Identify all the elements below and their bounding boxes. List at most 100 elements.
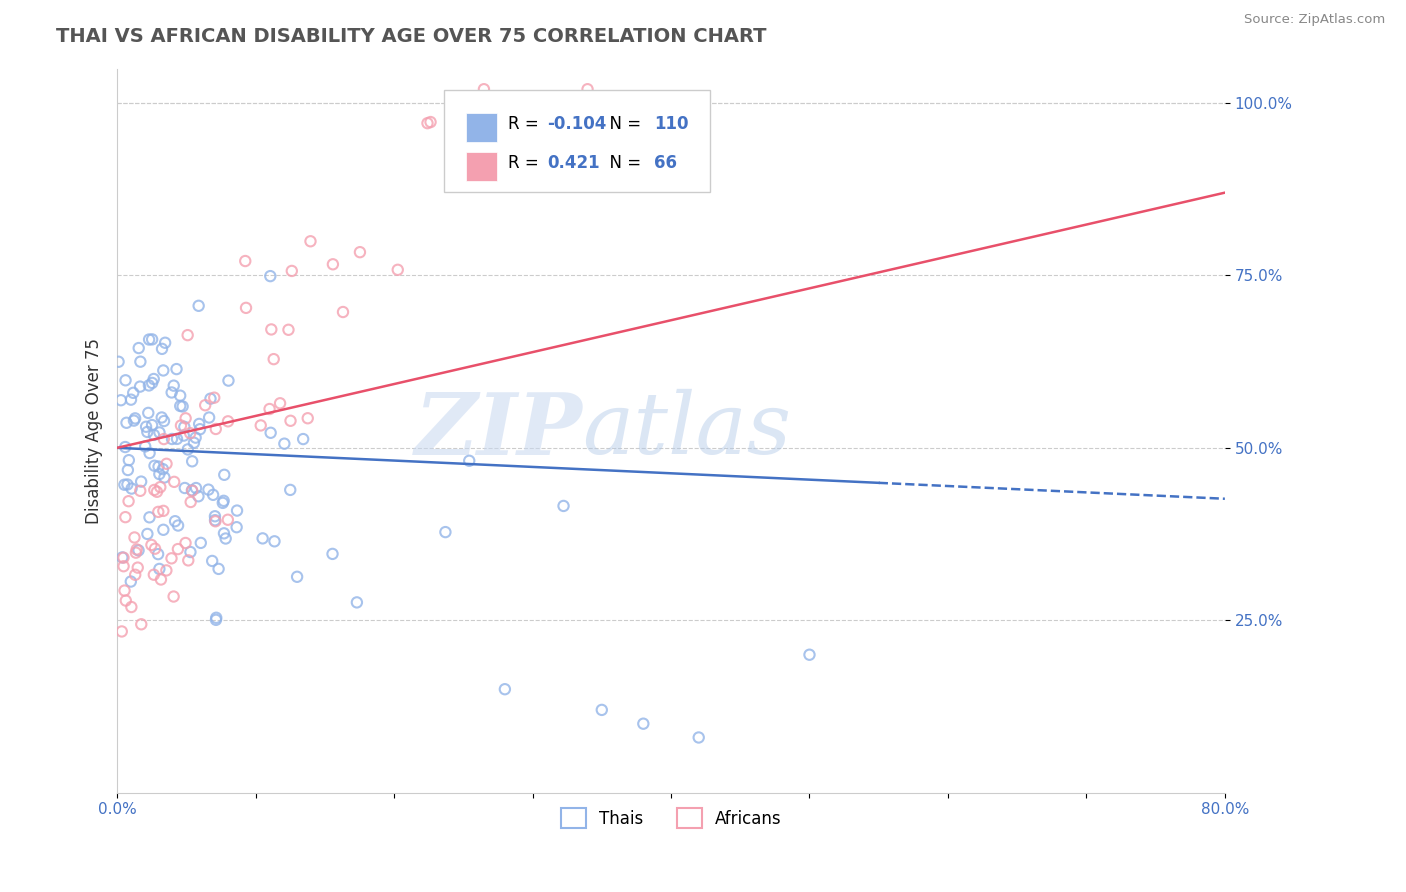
Text: THAI VS AFRICAN DISABILITY AGE OVER 75 CORRELATION CHART: THAI VS AFRICAN DISABILITY AGE OVER 75 C… (56, 27, 766, 45)
Point (117, 494, 139, 508)
Point (148, 505, 170, 519)
Point (553, 499, 575, 513)
Point (278, 483, 301, 497)
Point (152, 363, 174, 377)
Point (167, 542, 190, 557)
Point (174, 411, 197, 425)
Point (122, 414, 145, 428)
Point (129, 379, 152, 393)
Point (149, 573, 172, 587)
Text: N =: N = (599, 114, 647, 133)
Point (173, 428, 195, 442)
Point (138, 510, 160, 524)
Point (322, 257, 344, 271)
Point (188, 422, 211, 436)
Point (166, 432, 188, 446)
Point (142, 567, 165, 582)
Point (187, 299, 209, 313)
Point (146, 547, 169, 561)
Point (204, 514, 226, 528)
Point (129, 354, 152, 368)
Point (260, 425, 283, 440)
Point (179, 545, 201, 559)
Point (281, 264, 304, 278)
Point (163, 378, 186, 392)
Point (160, 432, 183, 446)
Point (136, 406, 159, 420)
Point (297, 411, 319, 425)
Point (174, 536, 197, 550)
Point (172, 400, 194, 414)
Point (169, 389, 191, 403)
Point (233, 254, 256, 268)
Point (799, 648, 821, 662)
Text: atlas: atlas (582, 389, 792, 472)
Point (434, 525, 457, 540)
Point (152, 462, 174, 476)
Point (217, 374, 239, 388)
Point (225, 520, 247, 534)
Legend: Thais, Africans: Thais, Africans (554, 801, 789, 835)
Point (235, 301, 257, 315)
Point (214, 467, 236, 482)
Point (211, 496, 233, 510)
Point (263, 352, 285, 367)
Point (128, 543, 150, 558)
Point (153, 432, 176, 446)
Point (167, 518, 190, 533)
Point (177, 442, 200, 457)
Point (633, 716, 655, 731)
Point (124, 411, 146, 425)
Point (215, 532, 238, 546)
Point (169, 399, 191, 413)
Point (205, 613, 228, 627)
Point (322, 547, 344, 561)
Point (259, 402, 281, 417)
Point (176, 328, 198, 343)
Bar (467, 112, 498, 142)
Point (148, 425, 170, 440)
Point (419, 115, 441, 129)
Text: Source: ZipAtlas.com: Source: ZipAtlas.com (1244, 13, 1385, 27)
Point (263, 534, 285, 549)
Point (252, 532, 274, 546)
Text: 110: 110 (654, 114, 689, 133)
Point (107, 355, 129, 369)
Point (349, 245, 371, 260)
Point (149, 480, 172, 494)
Point (280, 414, 302, 428)
Point (124, 567, 146, 582)
Point (114, 583, 136, 598)
Point (212, 526, 235, 541)
Point (173, 481, 195, 495)
FancyBboxPatch shape (444, 90, 710, 192)
Point (129, 483, 152, 498)
Text: 0.421: 0.421 (547, 153, 599, 171)
Point (204, 513, 226, 527)
Point (226, 503, 249, 517)
Point (292, 432, 315, 446)
Point (472, 82, 495, 96)
Point (217, 513, 239, 527)
Point (183, 435, 205, 450)
Point (110, 393, 132, 408)
Point (198, 410, 221, 425)
Point (112, 477, 135, 491)
Point (153, 470, 176, 484)
Point (204, 422, 226, 436)
Point (138, 378, 160, 392)
Point (138, 333, 160, 347)
Point (121, 482, 143, 496)
Point (187, 489, 209, 503)
Point (163, 475, 186, 489)
Point (204, 509, 226, 524)
Point (120, 392, 142, 407)
Point (416, 116, 439, 130)
Point (165, 514, 187, 528)
Text: N =: N = (599, 153, 647, 171)
Point (111, 550, 134, 565)
Point (142, 372, 165, 386)
Point (142, 428, 165, 442)
Point (160, 385, 183, 400)
Point (128, 341, 150, 355)
